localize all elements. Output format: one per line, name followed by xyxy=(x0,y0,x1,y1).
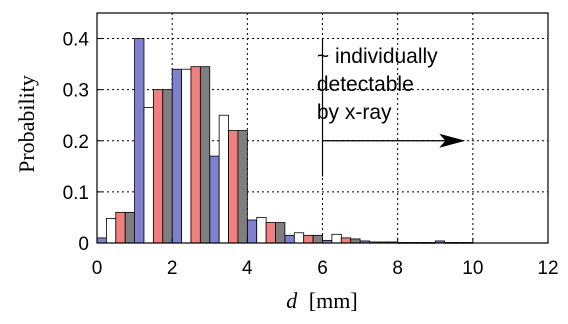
annotation: ~ individually detectable by x-ray xyxy=(317,38,466,177)
bar xyxy=(246,219,258,244)
x-tick-label: 8 xyxy=(392,258,403,279)
bar xyxy=(152,89,164,244)
y-tick-label: 0.1 xyxy=(63,183,89,204)
annotation-line-3: by x-ray xyxy=(317,101,392,124)
bar xyxy=(171,68,182,244)
annotation-line-2: detectable xyxy=(317,73,414,96)
bar xyxy=(190,66,201,244)
bar xyxy=(237,130,248,244)
bar xyxy=(134,38,145,244)
x-axis-variable: d xyxy=(286,288,298,313)
bar xyxy=(340,237,352,244)
y-tick-label: 0.2 xyxy=(63,132,89,153)
annotation-line-1: ~ individually xyxy=(317,45,438,68)
y-tick-label: 0 xyxy=(78,234,89,255)
bar xyxy=(331,233,342,244)
bar xyxy=(105,218,117,244)
annotation-arrowhead xyxy=(439,133,466,148)
x-axis-unit: [mm] xyxy=(309,288,358,313)
bar xyxy=(312,234,323,244)
bar xyxy=(96,237,107,244)
x-tick-label: 12 xyxy=(537,258,558,279)
axis-ticks: 0 2 4 6 8 10 12 0 0.1 0.2 0.3 0.4 xyxy=(63,30,559,279)
x-tick-label: 10 xyxy=(462,258,483,279)
bar xyxy=(218,114,229,244)
bar xyxy=(143,107,154,244)
bar xyxy=(303,234,314,244)
x-tick-label: 4 xyxy=(242,258,253,279)
bar xyxy=(275,222,286,244)
bar xyxy=(265,222,276,244)
bar xyxy=(115,211,126,244)
bar xyxy=(209,155,220,244)
bars xyxy=(96,38,474,244)
bar xyxy=(256,217,267,244)
x-tick-label: 2 xyxy=(167,258,178,279)
y-axis-label: Probability xyxy=(14,75,39,173)
bar xyxy=(124,211,135,244)
bar xyxy=(162,89,173,244)
bar xyxy=(284,234,295,244)
y-tick-label: 0.4 xyxy=(63,30,90,51)
bar xyxy=(228,130,239,244)
x-tick-label: 6 xyxy=(317,258,328,279)
bar xyxy=(350,238,361,244)
bar xyxy=(181,68,192,244)
bar xyxy=(293,232,305,244)
bar xyxy=(199,66,211,244)
x-axis-label: d [mm] xyxy=(286,288,357,313)
x-tick-label: 0 xyxy=(92,258,103,279)
y-tick-label: 0.3 xyxy=(63,81,89,102)
